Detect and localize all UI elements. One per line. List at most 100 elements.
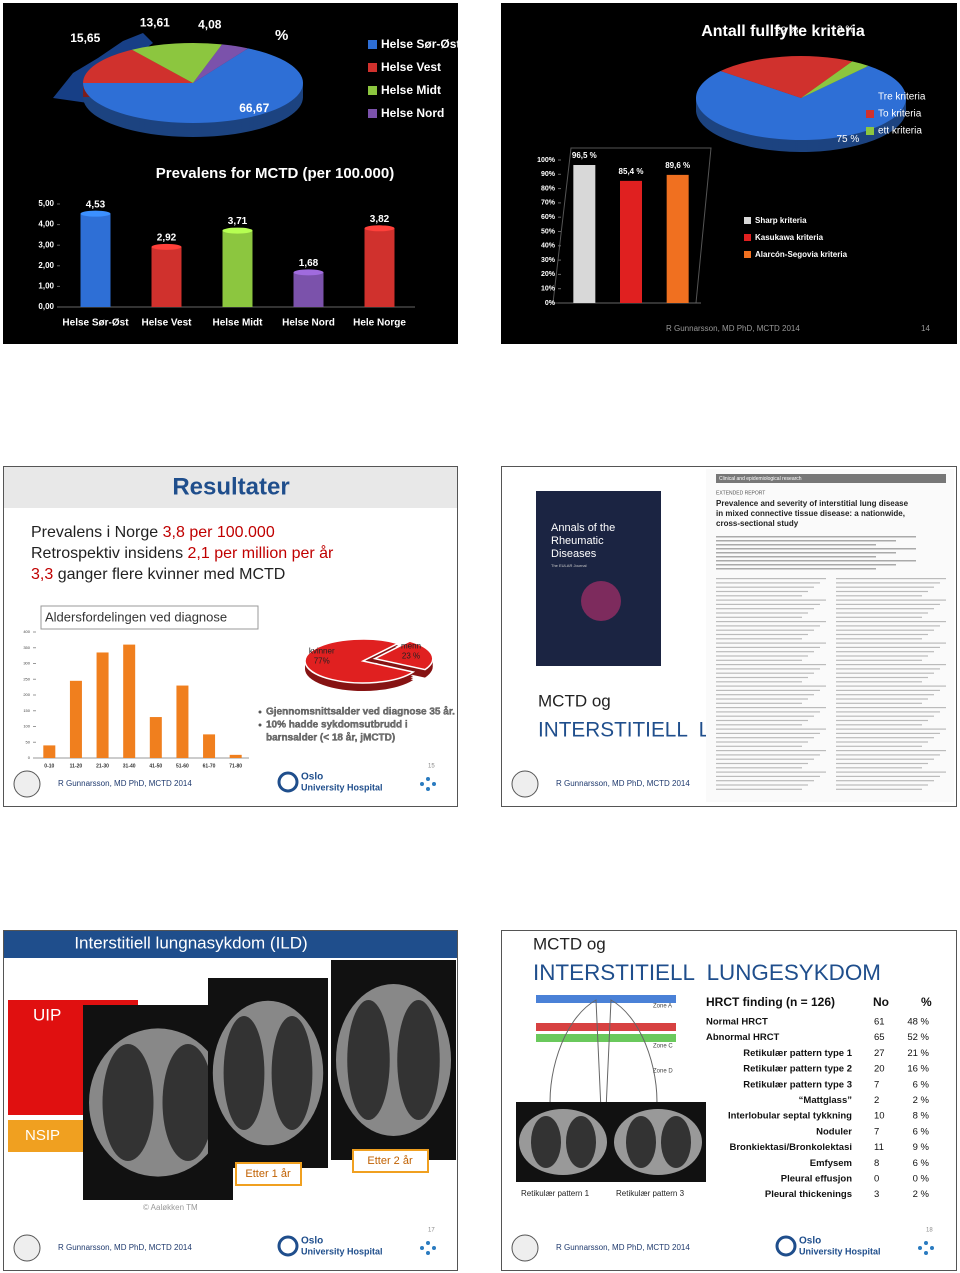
pie-slice — [83, 48, 303, 124]
y-tick-label: 400 — [23, 629, 30, 634]
pie-slice — [696, 65, 906, 140]
text-block — [836, 582, 940, 584]
text-block — [836, 758, 934, 760]
table-cell: Normal HRCT — [706, 1017, 768, 1028]
x-tick-label: Helse Sør-Øst — [62, 318, 129, 329]
y-tick-label: 10% — [541, 286, 556, 293]
zone-band — [536, 1034, 676, 1042]
text-block — [716, 578, 826, 580]
article-section: Clinical and epidemiological research — [719, 476, 802, 482]
x-tick-label: 51-60 — [176, 763, 189, 769]
logo-text: Oslo — [301, 772, 323, 783]
article-title: cross-sectional study — [716, 519, 799, 528]
logo-dot — [918, 1246, 922, 1250]
crest — [511, 1234, 539, 1262]
y-tick-label: 50% — [541, 228, 556, 235]
y-tick-label: 1,00 — [38, 282, 54, 291]
x-tick-label: 71-80 — [229, 763, 242, 769]
table-cell: 11 — [874, 1142, 884, 1153]
legend-swatch — [866, 93, 874, 101]
table-cell: Retikulær pattern type 3 — [743, 1079, 852, 1090]
slide: % Prevalens for MCTD (per 100.000) 66,67… — [3, 3, 460, 344]
table-cell: “Mattglass” — [799, 1095, 853, 1106]
table-cell: 16 % — [907, 1064, 929, 1075]
table-cell: Retikulær pattern type 1 — [743, 1048, 852, 1059]
slide: MCTD og INTERSTITIELL LUNGESYKDOM R Gunn… — [501, 930, 957, 1271]
text-block — [836, 762, 928, 765]
text-block — [836, 780, 934, 782]
text-block — [836, 642, 946, 644]
value-label: 85,4 % — [619, 167, 644, 176]
text-block — [716, 762, 808, 765]
table-cell: Abnormal HRCT — [706, 1032, 780, 1043]
text-block — [716, 715, 814, 717]
bar-title: Aldersfordelingen ved diagnose — [45, 609, 227, 624]
text-block — [836, 728, 946, 730]
text-block — [716, 544, 876, 546]
table-cell: 61 — [874, 1017, 885, 1028]
text-block — [836, 599, 946, 601]
table-header: % — [921, 995, 932, 1009]
x-tick-label: 11-20 — [70, 763, 83, 769]
logo-dot — [420, 1246, 424, 1250]
table-cell: 6 % — [913, 1126, 930, 1137]
text-block — [716, 694, 814, 696]
ct-lung — [531, 1116, 561, 1168]
text-block — [836, 745, 922, 747]
zone-label: Zone C — [653, 1044, 673, 1050]
y-tick-label: 40% — [541, 243, 556, 250]
text-run: 3,3 — [31, 566, 53, 583]
y-tick-label: 300 — [23, 661, 30, 666]
bar — [123, 644, 136, 758]
legend-label: Helse Sør-Øst — [381, 37, 460, 51]
x-tick-label: Helse Vest — [141, 318, 192, 329]
pie-title: Antall fullfylte kriteria — [701, 23, 865, 40]
text-block — [836, 676, 928, 679]
value-label: 4,53 — [86, 199, 106, 210]
table-cell: 65 — [874, 1032, 885, 1043]
y-tick-label: 60% — [541, 214, 556, 221]
table-cell: 9 % — [913, 1142, 930, 1153]
x-tick-label: Helse Nord — [282, 318, 335, 329]
value-label: 3,71 — [228, 216, 248, 227]
text-block — [716, 659, 802, 661]
bullet — [258, 710, 262, 714]
bar-cap — [222, 227, 253, 234]
y-tick-label: 0,00 — [38, 302, 54, 311]
pie-title: % — [275, 27, 288, 44]
bullet-text: 10% hadde sykdomsutbrudd i — [266, 720, 408, 731]
text-block — [716, 638, 802, 640]
logo-dot — [930, 1246, 934, 1250]
text-block — [716, 603, 820, 605]
logo-text: University Hospital — [301, 1246, 383, 1256]
slide: MCTD og INTERSTITIELL LUNGESYKDOM R Gunn… — [501, 466, 957, 807]
journal-cover — [536, 491, 661, 666]
text-run: Retrospektiv insidens — [31, 545, 188, 562]
y-tick-label: 350 — [23, 645, 30, 650]
legend-swatch — [744, 251, 751, 258]
value-label: 89,6 % — [665, 161, 690, 170]
table-header: No — [873, 995, 889, 1009]
x-tick-label: Helse Midt — [212, 318, 263, 329]
pie-label: 23 % — [402, 651, 420, 660]
value-label: 3,82 — [370, 214, 390, 225]
table-cell: Pleural thickenings — [765, 1189, 852, 1200]
page-number: 15 — [428, 764, 435, 770]
legend-label: Sharp kriteria — [755, 216, 807, 225]
table-cell: 7 — [874, 1126, 879, 1137]
pie-slice — [132, 42, 223, 83]
text-block — [716, 655, 808, 657]
bar — [666, 174, 689, 303]
table-cell: Noduler — [816, 1126, 852, 1137]
text-block — [716, 664, 826, 666]
table-cell: Pleural effusjon — [781, 1174, 852, 1185]
text-block — [716, 582, 820, 584]
cover-subtitle: The EULAR Journal — [551, 563, 587, 568]
logo-dot — [426, 1241, 430, 1245]
zone-label: Zone A — [653, 1004, 672, 1010]
logo-text: Oslo — [301, 1236, 323, 1247]
y-tick-label: 100 — [23, 724, 30, 729]
legend-label: Alarcón-Segovia kriteria — [755, 250, 848, 259]
logo-mark — [775, 1235, 797, 1257]
